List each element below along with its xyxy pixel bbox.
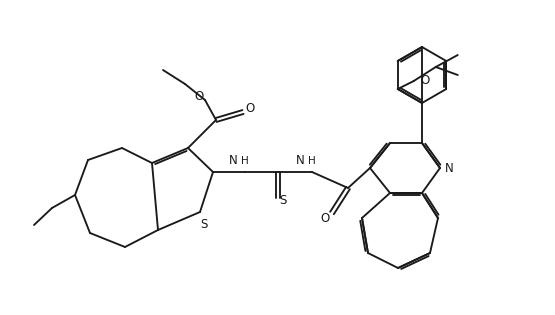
Text: N: N bbox=[296, 154, 304, 168]
Text: H: H bbox=[241, 156, 249, 166]
Text: N: N bbox=[445, 162, 453, 175]
Text: N: N bbox=[229, 154, 238, 168]
Text: O: O bbox=[320, 211, 330, 225]
Text: H: H bbox=[308, 156, 316, 166]
Text: S: S bbox=[279, 193, 287, 207]
Text: O: O bbox=[421, 75, 430, 88]
Text: O: O bbox=[194, 89, 204, 102]
Text: O: O bbox=[245, 101, 255, 114]
Text: S: S bbox=[200, 217, 208, 231]
